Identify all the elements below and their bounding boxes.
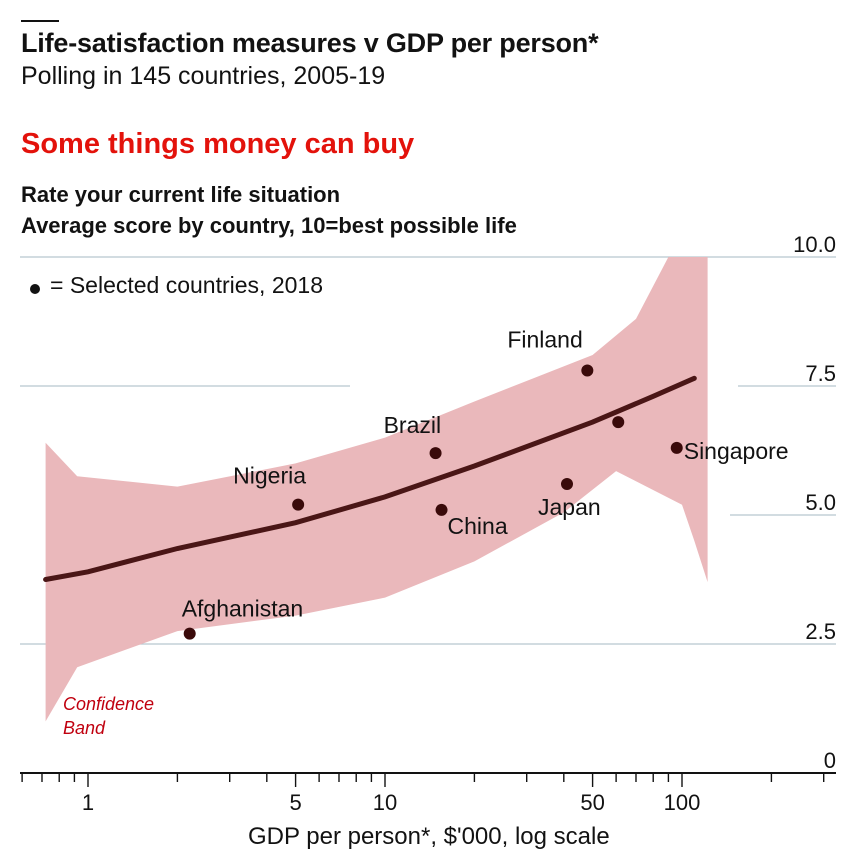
x-tick-label: 50 [580, 790, 604, 815]
trend-line [43, 375, 697, 582]
x-axis-label: GDP per person*, $'000, log scale [248, 823, 610, 850]
band-label-line2: Band [63, 718, 106, 738]
point-label: Japan [538, 494, 601, 520]
x-tick-label: 5 [289, 790, 301, 815]
point-label: Finland [507, 327, 582, 353]
header-rule [21, 20, 59, 22]
panel-subtitle: Rate your current life situation Average… [21, 179, 517, 241]
point-label: China [448, 513, 508, 539]
chart-title: Life-satisfaction measures v GDP per per… [21, 28, 599, 58]
data-point-singapore [670, 441, 683, 454]
panel-subtitle-line2: Average score by country, 10=best possib… [21, 213, 517, 238]
y-tick-label: 10.0 [793, 232, 836, 257]
point-label: Brazil [384, 412, 442, 438]
data-point-brazil [429, 447, 442, 460]
x-tick-label: 100 [664, 790, 701, 815]
legend: = Selected countries, 2018 [30, 272, 323, 298]
panel-subtitle-line1: Rate your current life situation [21, 182, 341, 207]
y-axis-ticks: 0 2.5 5.0 7.5 10.0 [793, 232, 836, 773]
chart-subtitle: Polling in 145 countries, 2005-19 [21, 62, 386, 90]
x-tick-label: 1 [82, 790, 94, 815]
legend-label: = Selected countries, 2018 [50, 272, 323, 298]
x-axis: 1 5 10 50 100 [20, 772, 836, 815]
data-point-china [435, 503, 448, 516]
data-point [612, 416, 625, 429]
point-label: Singapore [684, 438, 789, 464]
legend-marker [30, 284, 40, 294]
panel-title: Some things money can buy [21, 128, 415, 160]
point-label: Afghanistan [182, 596, 303, 622]
data-point-afghanistan [183, 627, 196, 640]
y-tick-label: 2.5 [805, 619, 836, 644]
y-tick-label: 0 [824, 748, 836, 773]
point-label: Nigeria [233, 463, 306, 489]
y-tick-label: 7.5 [805, 361, 836, 386]
data-point-japan [560, 478, 573, 491]
y-tick-label: 5.0 [805, 490, 836, 515]
data-points: Afghanistan Nigeria Brazil China Japan Finlan… [182, 327, 789, 640]
data-point-finland [581, 364, 594, 377]
x-tick-label: 10 [373, 790, 397, 815]
data-point-nigeria [292, 498, 305, 511]
band-label-line1: Confidence [63, 694, 154, 714]
confidence-band [45, 257, 708, 722]
